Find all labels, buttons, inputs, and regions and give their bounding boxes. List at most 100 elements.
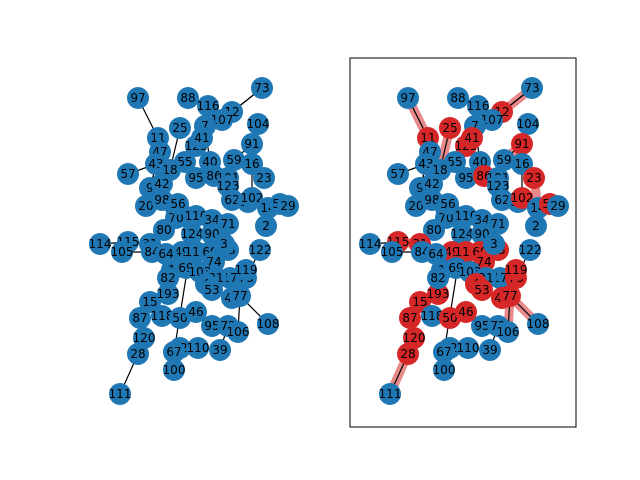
left-node-28: 28 [127,343,149,365]
right-node-circle [451,223,473,245]
right-node-label: 46 [458,305,473,319]
right-node-label: 39 [482,343,497,357]
right-node-91: 91 [511,133,533,155]
right-node-102: 102 [511,187,533,209]
right-node-circle [379,383,401,405]
left-node-100: 100 [163,359,185,381]
right-node-87: 87 [399,307,421,329]
left-node-circle [211,109,233,131]
right-node-label: 114 [359,237,382,251]
left-node-label: 2 [262,219,270,233]
right-node-label: 110 [457,341,480,355]
right-node-label: 9 [416,181,424,195]
right-node-122: 122 [519,239,542,261]
left-graph-panel: 9788116127310710411257471259143554059165… [89,77,299,405]
left-node-label: 118 [151,309,174,323]
left-node-label: 111 [109,387,132,401]
right-node-label: 87 [402,311,417,325]
right-node-label: 25 [442,121,457,135]
right-node-label: 41 [464,131,479,145]
left-node-circle [163,359,185,381]
right-node-label: 53 [474,283,489,297]
right-node-100: 100 [433,359,455,381]
left-node-label: 67 [166,345,181,359]
left-node-107: 107 [211,109,233,131]
left-node-circle [111,241,133,263]
left-node-56: 56 [167,193,189,215]
left-node-circle [253,167,275,189]
right-node-circle [519,239,541,261]
left-node-circle [249,239,271,261]
right-node-circle [427,283,449,305]
left-node-circle [197,95,219,117]
right-node-105: 105 [381,241,403,263]
left-node-label: 50 [172,311,187,325]
right-node-circle [433,341,455,363]
left-node-label: 16 [244,157,259,171]
right-node-circle [491,189,513,211]
right-node-label: 67 [436,345,451,359]
left-node-67: 67 [163,341,185,363]
left-node-label: 20 [138,199,153,213]
left-node-label: 97 [130,91,145,105]
right-node-29: 29 [547,195,569,217]
right-node-label: 59 [496,153,511,167]
left-node-circle [157,283,179,305]
right-panel-frame [349,57,577,428]
left-node-label: 57 [120,167,135,181]
right-node-label: 20 [408,199,423,213]
right-node-label: 95 [458,171,473,185]
left-node-circle [241,187,263,209]
right-node-111: 111 [379,383,401,405]
left-node-label: 73 [254,81,269,95]
right-node-label: 34 [474,213,489,227]
left-node-circle [109,383,131,405]
left-node-105: 105 [111,241,134,263]
right-node-circle [439,117,461,139]
left-node-circle [157,267,179,289]
right-node-label: 122 [519,243,542,257]
left-node-122: 122 [249,239,271,261]
right-node-label: 118 [421,309,444,323]
left-node-57: 57 [117,163,139,185]
left-node-circle [181,223,203,245]
left-node-label: 116 [197,99,220,113]
right-node-label: 104 [517,117,540,131]
left-node-39: 39 [209,339,231,361]
right-node-73: 73 [521,77,543,99]
right-node-circle [497,321,519,343]
right-node-circle [399,307,421,329]
left-node-label: 56 [170,197,185,211]
right-node-label: 80 [426,223,441,237]
right-node-label: 74 [476,255,491,269]
right-node-label: 106 [497,325,520,339]
right-node-label: 120 [403,331,426,345]
left-node-108: 108 [257,313,279,335]
right-node-circle [511,187,533,209]
left-node-circle [247,113,269,135]
left-node-80: 80 [153,219,175,241]
right-node-label: 107 [481,113,504,127]
left-node-circle [235,259,257,281]
left-node-2: 2 [255,215,277,237]
left-node-label: 120 [133,331,156,345]
right-node-106: 106 [497,321,520,343]
right-node-circle [493,149,515,171]
left-node-circle [117,163,139,185]
right-node-23: 23 [523,167,545,189]
right-node-label: 29 [550,199,565,213]
right-node-107: 107 [481,109,504,131]
right-node-110b: 110 [457,337,480,359]
left-node-circle [185,167,207,189]
right-node-label: 42 [424,177,439,191]
right-node-62: 62 [491,189,513,211]
left-node-label: 105 [111,245,134,259]
right-node-25: 25 [439,117,461,139]
right-node-71: 71 [487,213,509,235]
left-node-53: 53 [201,279,223,301]
right-node-label: 116 [467,99,490,113]
right-node-label: 193 [427,287,450,301]
left-node-102: 102 [241,187,263,209]
right-node-119: 119 [505,259,527,281]
